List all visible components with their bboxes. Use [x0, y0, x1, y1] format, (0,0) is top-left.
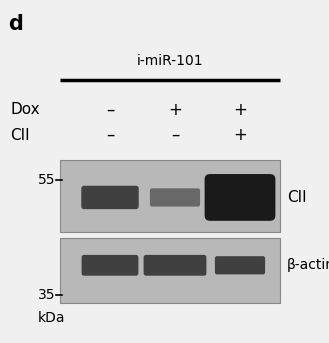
Text: –: – — [106, 101, 114, 119]
Text: –: – — [106, 126, 114, 144]
FancyBboxPatch shape — [215, 256, 265, 274]
Text: +: + — [168, 101, 182, 119]
Text: kDa: kDa — [38, 311, 65, 325]
Text: β-actin: β-actin — [287, 258, 329, 272]
Bar — [60, 238, 280, 303]
Bar — [60, 160, 280, 232]
Text: 35: 35 — [38, 288, 55, 302]
Text: i-miR-101: i-miR-101 — [137, 54, 203, 68]
FancyBboxPatch shape — [143, 255, 206, 276]
FancyBboxPatch shape — [81, 186, 139, 209]
Text: 55: 55 — [38, 173, 55, 187]
Text: +: + — [233, 101, 247, 119]
Text: CII: CII — [10, 128, 30, 142]
Text: +: + — [233, 126, 247, 144]
Text: CII: CII — [287, 190, 307, 205]
FancyBboxPatch shape — [82, 255, 139, 276]
Text: d: d — [8, 14, 23, 34]
FancyBboxPatch shape — [150, 188, 200, 206]
FancyBboxPatch shape — [205, 174, 275, 221]
Text: Dox: Dox — [10, 103, 39, 118]
Text: –: – — [171, 126, 179, 144]
